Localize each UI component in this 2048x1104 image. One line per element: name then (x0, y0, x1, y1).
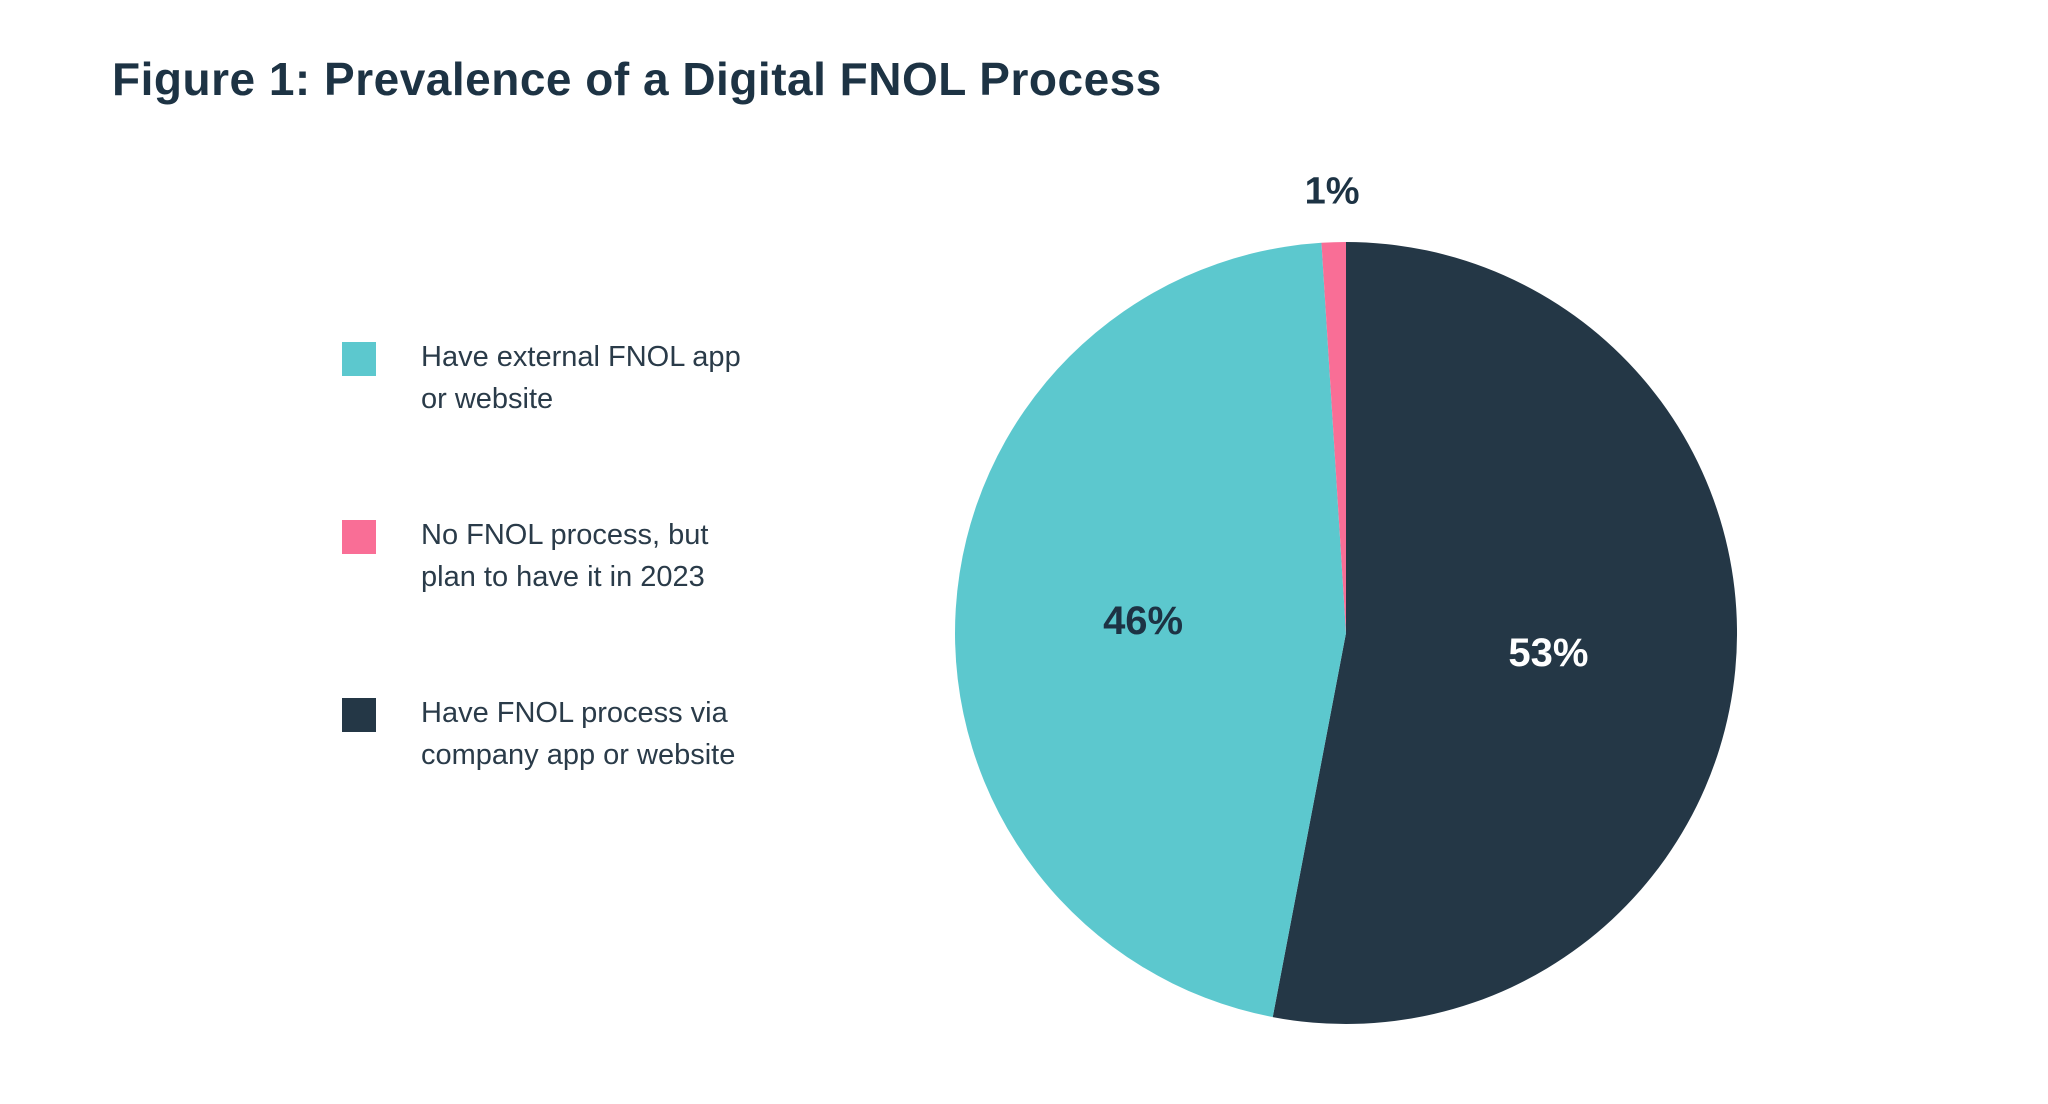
legend-label-external-app: Have external FNOL app or website (421, 336, 741, 420)
pie-slice-2 (1321, 242, 1346, 633)
legend-swatch-teal (342, 342, 376, 376)
legend-label-line: plan to have it in 2023 (421, 561, 705, 593)
pie-slice-0 (1272, 242, 1738, 1024)
legend-item-external-app: Have external FNOL app or website (342, 336, 741, 420)
legend-item-no-process: No FNOL process, but plan to have it in … (342, 514, 741, 598)
legend: Have external FNOL app or website No FNO… (342, 336, 741, 870)
pie-slice-pct-label-2: 1% (1305, 170, 1360, 212)
pie-slice-1 (955, 242, 1346, 1018)
legend-label-line: company app or website (421, 739, 736, 771)
legend-label-no-process: No FNOL process, but plan to have it in … (421, 514, 708, 598)
legend-label-line: No FNOL process, but (421, 519, 709, 551)
legend-label-line: Have FNOL process via (421, 697, 728, 729)
pie-slice-pct-label-0: 53% (1508, 631, 1588, 675)
legend-label-line: or website (421, 383, 554, 415)
legend-swatch-pink (342, 520, 376, 554)
legend-swatch-navy (342, 698, 376, 732)
legend-label-company-app: Have FNOL process via company app or web… (421, 692, 735, 776)
pie-slice-pct-label-1: 46% (1103, 599, 1183, 643)
legend-label-line: Have external FNOL app (421, 341, 741, 373)
page-title: Figure 1: Prevalence of a Digital FNOL P… (112, 53, 1162, 105)
legend-item-company-app: Have FNOL process via company app or web… (342, 692, 741, 776)
